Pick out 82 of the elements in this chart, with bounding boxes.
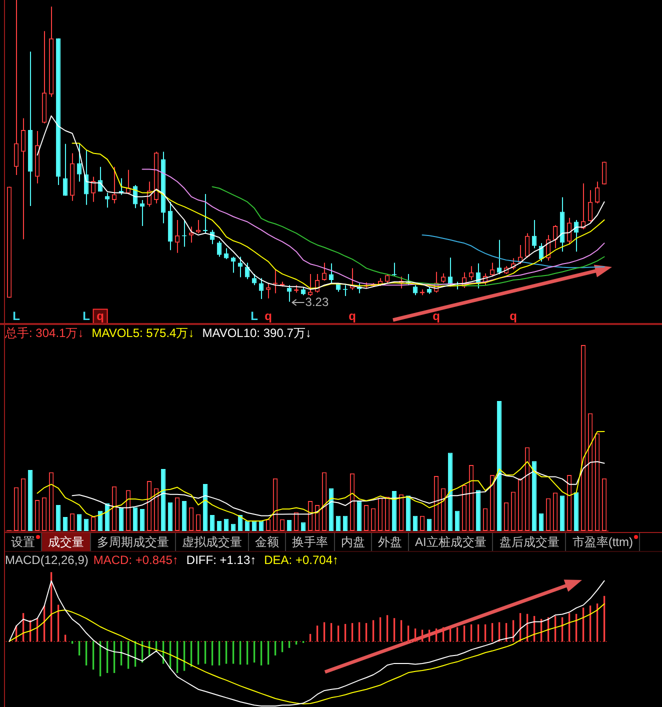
bar xyxy=(476,490,481,531)
bar xyxy=(356,501,362,531)
text: q xyxy=(510,309,517,324)
bar xyxy=(132,507,138,531)
candlestick xyxy=(188,226,194,244)
text: 内盘 xyxy=(341,534,365,550)
candlestick xyxy=(216,240,222,258)
candlestick xyxy=(322,262,327,282)
text: q xyxy=(96,309,104,324)
candlestick xyxy=(62,143,68,196)
bar xyxy=(426,518,432,531)
bar xyxy=(286,520,292,531)
candlestick xyxy=(440,272,446,284)
text: DEA: +0.704↑ xyxy=(264,553,339,567)
bar xyxy=(412,516,418,531)
text: 金额 xyxy=(255,534,279,550)
candlestick xyxy=(468,266,474,280)
bar xyxy=(216,520,222,531)
candlestick xyxy=(412,284,418,296)
text: DIFF: +1.13↑ xyxy=(186,553,256,567)
candlestick xyxy=(230,256,236,274)
candlestick xyxy=(196,219,201,234)
bar xyxy=(84,518,89,531)
text: MACD: +0.845↑ xyxy=(93,553,178,567)
text: q xyxy=(348,309,356,324)
text: 盘后成交量 xyxy=(499,534,560,550)
candlestick xyxy=(328,262,334,284)
bar xyxy=(224,518,229,531)
bar xyxy=(448,452,453,531)
text: 设置 xyxy=(11,534,35,550)
bar xyxy=(560,496,565,531)
bar xyxy=(168,502,173,531)
text: 成交量 xyxy=(48,534,84,550)
candlestick xyxy=(552,224,558,249)
bar xyxy=(62,517,68,531)
text: L xyxy=(12,309,20,324)
candlestick xyxy=(76,142,82,182)
bar xyxy=(244,520,250,531)
candlestick xyxy=(266,282,271,299)
text: MAVOL10: 390.7万↓ xyxy=(202,324,312,342)
text: 市盈率(ttm) xyxy=(572,534,633,550)
text: q xyxy=(264,309,272,324)
candlestick xyxy=(252,273,257,286)
text: 总手: 304.1万↓ xyxy=(5,324,84,342)
bar xyxy=(252,520,257,531)
text: 虚拟成交量 xyxy=(182,534,242,550)
text: L xyxy=(250,309,258,324)
bar xyxy=(140,509,145,531)
candlestick xyxy=(20,118,26,240)
candlestick xyxy=(588,190,593,222)
bar xyxy=(574,492,579,531)
bar xyxy=(258,520,264,531)
candlestick xyxy=(224,248,229,260)
bar xyxy=(342,516,348,531)
candlestick xyxy=(308,273,313,296)
candlestick xyxy=(532,219,537,249)
bar xyxy=(182,501,187,531)
bar xyxy=(210,515,215,531)
text: q xyxy=(432,309,440,324)
text: 多周期成交量 xyxy=(97,534,169,550)
candlestick xyxy=(104,192,110,208)
bar xyxy=(56,504,61,531)
text: 外盘 xyxy=(378,534,402,550)
candlestick xyxy=(524,232,530,258)
text: 换手率 xyxy=(292,534,328,550)
text: AI立桩成交量 xyxy=(415,534,486,550)
bar xyxy=(538,513,544,531)
candlestick xyxy=(258,278,264,300)
bar xyxy=(336,516,341,531)
text: L xyxy=(82,309,90,324)
candlestick xyxy=(14,0,19,176)
annotation: 3.23 xyxy=(305,294,329,309)
candlestick xyxy=(594,181,600,204)
bar xyxy=(454,510,460,531)
bar xyxy=(76,514,82,531)
legend-title: MACD(12,26,9) xyxy=(5,553,88,567)
text: MAVOL5: 575.4万↓ xyxy=(92,324,194,342)
bar xyxy=(532,461,537,531)
bar xyxy=(118,508,124,531)
candlestick xyxy=(244,262,250,280)
bar xyxy=(496,400,502,531)
bar xyxy=(406,496,411,531)
